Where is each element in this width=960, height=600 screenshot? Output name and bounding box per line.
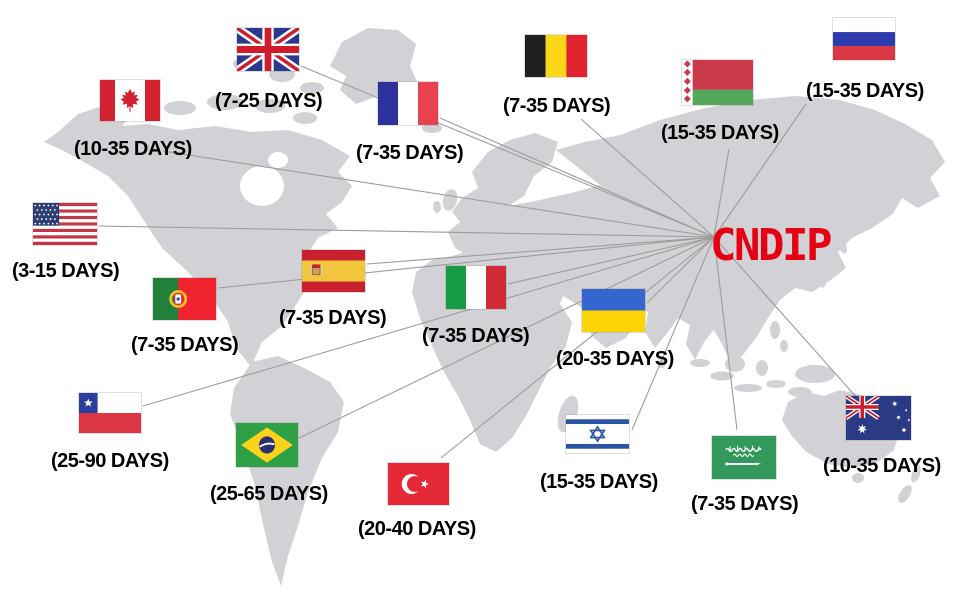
- brazil-flag: [236, 423, 298, 467]
- russia-shipping-days-label: (15-35 DAYS): [806, 80, 924, 102]
- chile-flag: [79, 393, 141, 433]
- united-kingdom-flag: [237, 28, 299, 71]
- usa-flag: [33, 203, 97, 245]
- turkey-flag: [388, 463, 449, 505]
- spain-shipping-days-label: (7-35 DAYS): [279, 307, 387, 329]
- france-flag: [378, 82, 438, 125]
- australia-flag: [846, 396, 911, 440]
- belgium-shipping-days-label: (7-35 DAYS): [503, 95, 611, 117]
- portugal-flag: [153, 278, 216, 320]
- russia-flag: [833, 18, 895, 60]
- spain-flag: [302, 250, 365, 292]
- italy-shipping-days-label: (7-35 DAYS): [422, 325, 530, 347]
- ukraine-shipping-days-label: (20-35 DAYS): [556, 348, 674, 370]
- canada-shipping-days-label: (10-35 DAYS): [74, 138, 192, 160]
- usa-shipping-days-label: (3-15 DAYS): [12, 260, 120, 282]
- saudi-arabia-shipping-days-label: (7-35 DAYS): [691, 493, 799, 515]
- israel-shipping-days-label: (15-35 DAYS): [540, 471, 658, 493]
- chile-shipping-days-label: (25-90 DAYS): [51, 450, 169, 472]
- united-kingdom-shipping-days-label: (7-25 DAYS): [215, 90, 323, 112]
- italy-flag: [446, 266, 506, 309]
- israel-flag: [566, 415, 629, 453]
- canada-flag: [100, 80, 160, 121]
- belarus-flag: [682, 60, 753, 105]
- ukraine-flag: [582, 289, 645, 332]
- belarus-shipping-days-label: (15-35 DAYS): [661, 122, 779, 144]
- turkey-shipping-days-label: (20-40 DAYS): [358, 518, 476, 540]
- france-shipping-days-label: (7-35 DAYS): [356, 142, 464, 164]
- portugal-shipping-days-label: (7-35 DAYS): [131, 334, 239, 356]
- australia-shipping-days-label: (10-35 DAYS): [823, 455, 941, 477]
- belgium-flag: [525, 35, 587, 77]
- saudi-arabia-flag: [712, 436, 776, 479]
- brazil-shipping-days-label: (25-65 DAYS): [210, 483, 328, 505]
- origin-brand-label: CNDIP: [710, 220, 832, 271]
